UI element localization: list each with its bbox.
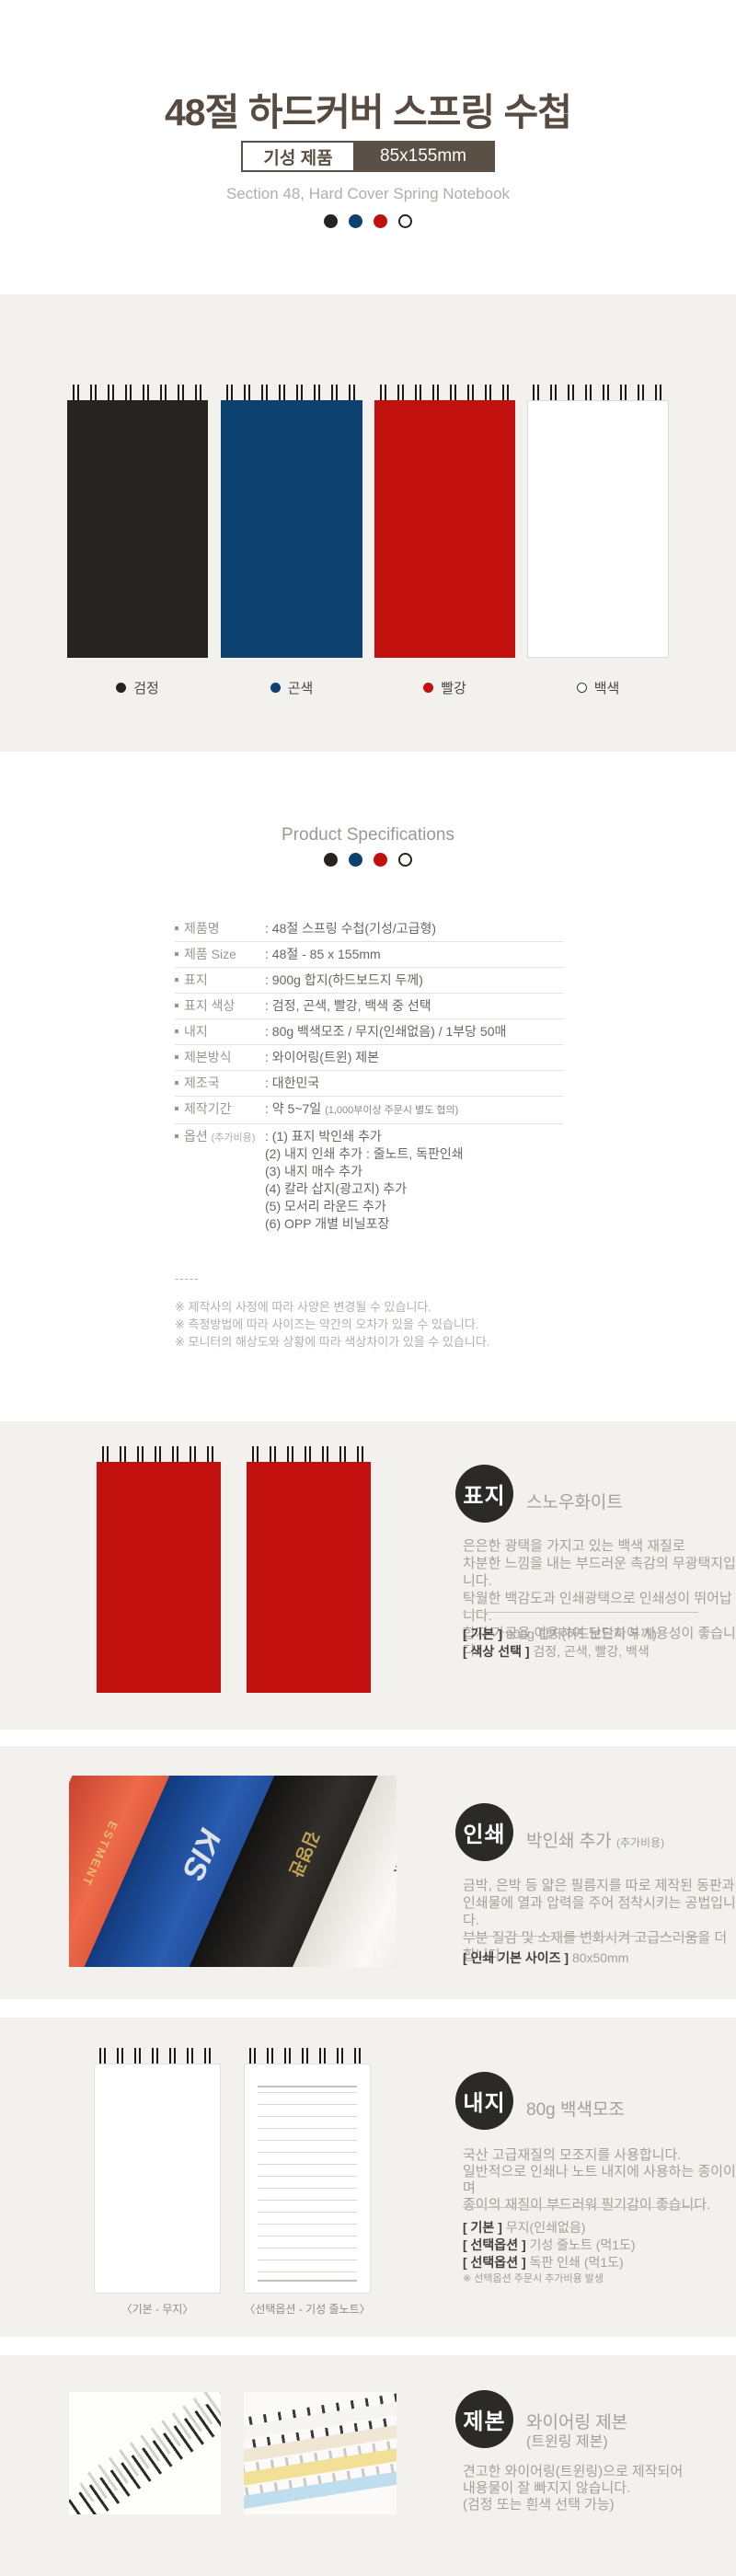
options-sublabel: (추가비용) — [211, 1133, 256, 1144]
dashes: ----- — [175, 1271, 200, 1285]
paper-section-title: 80g 백색모조 — [526, 2100, 625, 2120]
print-section-title: 박인쇄 추가 (추가비용) — [526, 1832, 665, 1851]
spec-row-size: 제품 Size : 48절 - 85 x 155mm — [175, 942, 563, 968]
navy-bullet-icon — [270, 683, 281, 693]
binding-section-description: 견고한 와이어링(트윈링)으로 제작되어 내용물이 잘 빠지지 않습니다. (검… — [463, 2464, 684, 2513]
spec-row-product-name: 제품명 : 48절 스프링 수첩(기성/고급형) — [175, 916, 563, 942]
black-bullet-icon — [116, 683, 127, 693]
color-label-text: 곤색 — [287, 681, 314, 696]
spec-row-cover-color: 표지 색상 : 검정, 곤색, 빨강, 백색 중 선택 — [175, 994, 563, 1019]
foil-print-photo: ESTMENT KIS 김영관 ONSTR — [69, 1776, 397, 1967]
square-bullet-icon — [175, 952, 178, 956]
square-bullet-icon — [175, 1055, 178, 1059]
specs-table: 제품명 : 48절 스프링 수첩(기성/고급형) 제품 Size : 48절 -… — [175, 916, 563, 1239]
white-bullet-icon — [576, 683, 587, 693]
red-bullet-icon — [423, 683, 434, 693]
note-line: ※ 제작사의 사정에 따라 사양은 변경될 수 있습니다. — [175, 1300, 431, 1314]
paper-section-note: ※ 선택옵션 주문시 추가비용 발생 — [463, 2273, 604, 2284]
divider — [463, 1936, 698, 1937]
navy-color-dot-icon — [349, 853, 362, 867]
red-color-dot-icon — [374, 214, 387, 228]
square-bullet-icon — [175, 1004, 178, 1007]
cover-section-description: 은은한 광택을 가지고 있는 백색 재질로 차분한 느낌을 내는 부드러운 촉감… — [463, 1538, 736, 1659]
header-color-dots — [324, 214, 412, 228]
navy-color-dot-icon — [349, 214, 362, 228]
square-bullet-icon — [175, 926, 178, 930]
black-wire-coil — [69, 2398, 221, 2514]
paper-section-description: 국산 고급재질의 모조지를 사용합니다. 일반적으로 인쇄나 노트 내지에 사용… — [463, 2147, 736, 2213]
divider — [463, 2207, 698, 2208]
ruled-lines — [258, 2086, 357, 2282]
specs-heading: Product Specifications — [282, 825, 454, 845]
notebook-navy-cover — [221, 400, 362, 658]
spec-row-options: 옵션 (추가비용) : (1) 표지 박인쇄 추가 (2) 내지 인쇄 추가 :… — [175, 1124, 563, 1239]
page-subtitle: Section 48, Hard Cover Spring Notebook — [225, 185, 511, 202]
paper-caption-lined: 〈선택옵션 - 기성 줄노트〉 — [244, 2303, 371, 2316]
paper-section-meta: [ 기본 ] 무지(인쇄없음) [ 선택옵션 ] 기성 줄노트 (먹1도) [ … — [463, 2220, 636, 2270]
binding-section-badge: 제본 — [455, 2390, 513, 2448]
notebook-navy — [221, 385, 362, 658]
square-bullet-icon — [175, 978, 178, 982]
cover-section-badge: 표지 — [455, 1465, 513, 1523]
black-color-dot-icon — [324, 214, 338, 228]
spec-row-country: 제조국 : 대한민국 — [175, 1071, 563, 1097]
notebook-red-cover — [374, 400, 515, 658]
notebook-black — [67, 385, 208, 658]
cover-sample-notebook-red-2 — [247, 1446, 371, 1693]
spec-row-lead-time: 제작기간 : 약 5~7일 (1,000부이상 주문시 별도 협의) — [175, 1097, 563, 1124]
binding-section-title: 와이어링 제본 — [526, 2413, 628, 2432]
square-bullet-icon — [175, 1134, 178, 1138]
paper-sample-blank — [94, 2048, 221, 2294]
disclaimer-notes: ----- ※ 제작사의 사정에 따라 사양은 변경될 수 있습니다. ※ 측정… — [175, 1270, 489, 1351]
print-section-description: 금박, 은박 등 얇은 필름지를 따로 제작된 동판과 인쇄물에 열과 압력을 … — [463, 1878, 736, 1963]
color-label-text: 백색 — [593, 681, 620, 696]
paper-sample-lined — [244, 2048, 371, 2294]
notebook-stack-photo — [244, 2392, 397, 2514]
print-section-badge: 인쇄 — [455, 1803, 513, 1861]
square-bullet-icon — [175, 1029, 178, 1033]
red-color-dot-icon — [374, 853, 387, 867]
black-color-dot-icon — [324, 853, 338, 867]
divider — [463, 1612, 698, 1613]
notebook-red — [374, 385, 515, 658]
white-color-dot-icon — [398, 214, 412, 228]
note-line: ※ 모니터의 해상도와 상황에 따라 색상차이가 있을 수 있습니다. — [175, 1335, 490, 1349]
notebook-white — [527, 385, 669, 658]
specs-color-dots — [324, 853, 412, 867]
color-label-black: 검정 — [67, 678, 208, 697]
notebook-black-cover — [67, 400, 208, 658]
page-title: 48절 하드커버 스프링 수첩 — [165, 91, 572, 133]
spec-row-inner-paper: 내지 : 80g 백색모조 / 무지(인쇄없음) / 1부당 50매 — [175, 1019, 563, 1045]
color-label-text: 빨강 — [441, 681, 466, 696]
size-badge-type: 기성 제품 — [243, 143, 353, 170]
options-list: : (1) 표지 박인쇄 추가 (2) 내지 인쇄 추가 : 줄노트, 독판인쇄… — [265, 1129, 464, 1231]
spec-row-binding: 제본방식 : 와이어링(트윈) 제본 — [175, 1045, 563, 1071]
size-badge-dimensions: 85x155mm — [353, 143, 493, 170]
white-color-dot-icon — [398, 853, 412, 867]
cover-section-meta: [ 기본 ] 900g 합지(하드보드지 두께) [ 색상 선택 ] 검정, 곤… — [463, 1627, 657, 1659]
color-label-text: 검정 — [133, 681, 159, 696]
paper-section-badge: 내지 — [455, 2072, 513, 2130]
spec-row-cover: 표지 : 900g 합지(하드보드지 두께) — [175, 968, 563, 994]
wire-binding-photo — [69, 2392, 221, 2514]
size-badge: 기성 제품 85x155mm — [241, 141, 495, 172]
color-label-red: 빨강 — [374, 678, 515, 697]
print-section-meta: [ 인쇄 기본 사이즈 ] 80x50mm — [463, 1950, 629, 1965]
cover-section-title: 스노우화이트 — [526, 1493, 623, 1512]
cover-sample-notebook-red-1 — [97, 1446, 221, 1693]
square-bullet-icon — [175, 1107, 178, 1110]
note-line: ※ 측정방법에 따라 사이즈는 약간의 오차가 있을 수 있습니다. — [175, 1317, 479, 1331]
color-label-navy: 곤색 — [221, 678, 362, 697]
notebook-white-cover — [527, 400, 669, 658]
binding-section-subtitle: (트윈링 제본) — [526, 2434, 608, 2450]
paper-caption-blank: 〈기본 - 무지〉 — [121, 2303, 194, 2316]
square-bullet-icon — [175, 1081, 178, 1085]
color-label-white: 백색 — [527, 678, 669, 697]
